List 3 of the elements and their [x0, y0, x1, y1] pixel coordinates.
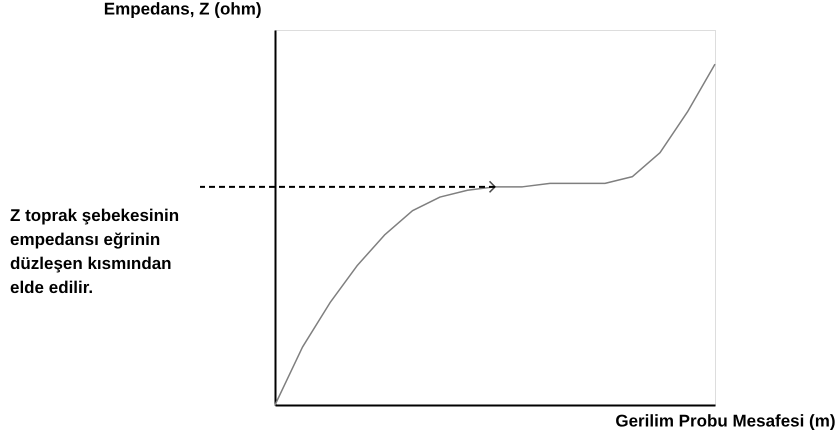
text: Z toprak şebekesinin empedansı eğrinin düzleşen kısmından elde edilir.: [10, 206, 180, 297]
y-axis-title: Empedans, Z (ohm): [104, 0, 262, 18]
x-axis-title: Gerilim Probu Mesafesi (m): [615, 412, 836, 430]
